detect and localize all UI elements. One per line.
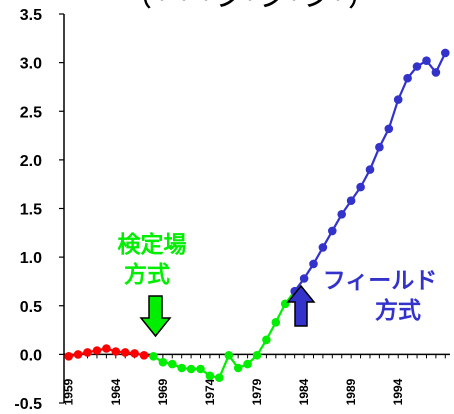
chart-title: （・・・シ・ジ・ン・） (129, 0, 371, 12)
series-layer (64, 48, 450, 383)
x-tick-label: 1974 (203, 378, 217, 405)
data-point (149, 352, 158, 361)
data-point (412, 62, 422, 71)
data-point (431, 68, 441, 77)
data-point (64, 352, 73, 361)
y-tick-label: 2.0 (20, 153, 42, 170)
x-tick-label: 1959 (62, 378, 76, 405)
data-point (130, 349, 139, 358)
data-point (186, 364, 196, 374)
series-line (152, 290, 296, 379)
x-tick-label: 1964 (109, 378, 123, 405)
data-point (403, 73, 412, 83)
data-point (177, 363, 186, 373)
data-point (309, 259, 318, 269)
y-tick-label: 0.0 (20, 347, 42, 364)
annotation-field: フィールド (323, 268, 438, 294)
y-tick-label: 0.5 (20, 299, 42, 316)
x-tick-label: 1969 (156, 378, 170, 405)
blue-up-arrow (286, 284, 316, 327)
data-point (83, 348, 92, 357)
data-point (233, 363, 243, 373)
data-point (139, 351, 149, 360)
data-point (243, 359, 252, 369)
data-point (196, 364, 205, 374)
y-tick-label: 1.5 (20, 202, 42, 219)
x-axis-ticks: 1959 1964 1969 1974 1979 1984 1989 1994 (62, 354, 446, 405)
x-tick-label: 1994 (391, 378, 405, 405)
data-point (252, 351, 262, 360)
data-point (271, 318, 281, 327)
x-tick-label: 1984 (297, 378, 311, 405)
data-point (158, 357, 168, 367)
data-point (318, 243, 328, 252)
data-point (92, 346, 102, 355)
y-tick-label: -0.5 (14, 396, 42, 413)
data-point (111, 347, 121, 356)
data-point (384, 124, 394, 134)
annotation-kenteijo: 検定場 (118, 231, 187, 258)
annotation-houshiki-blue: 方式 (375, 297, 421, 324)
y-tick-label: 3.5 (20, 7, 42, 24)
data-point (215, 373, 224, 383)
data-point (168, 359, 177, 369)
data-point (120, 348, 130, 357)
y-tick-label: 3.0 (20, 56, 42, 73)
data-point (441, 48, 450, 58)
data-point (328, 226, 337, 236)
data-point (393, 95, 403, 104)
y-tick-label: 1.0 (20, 250, 42, 267)
x-tick-label: 1989 (344, 378, 358, 405)
data-point (73, 350, 83, 359)
green-down-arrow (139, 295, 172, 338)
data-point (365, 165, 375, 174)
x-tick-label: 1979 (250, 378, 264, 405)
y-tick-label: 2.5 (20, 104, 42, 121)
y-axis-ticks: 3.5 3.0 2.5 2.0 1.5 1.0 0.5 0.0 -0.5 (14, 7, 64, 413)
data-point (102, 344, 111, 353)
annotation-houshiki-green: 方式 (124, 261, 170, 288)
data-point (375, 142, 384, 152)
data-point (337, 210, 347, 219)
data-point (262, 335, 271, 345)
data-point (205, 371, 215, 381)
data-point (356, 182, 365, 192)
data-point (422, 56, 431, 65)
data-point (346, 196, 356, 205)
data-point (224, 351, 234, 360)
series-line (68, 347, 154, 358)
data-point (299, 274, 309, 283)
